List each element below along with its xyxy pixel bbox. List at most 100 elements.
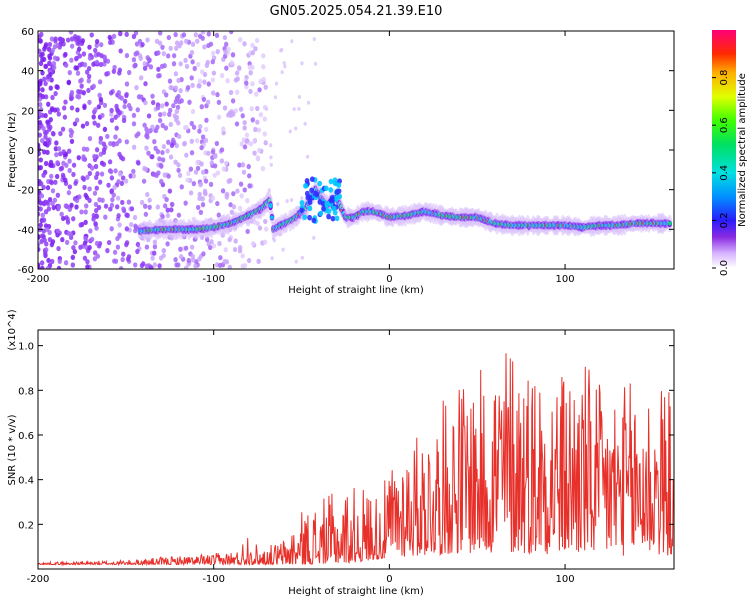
noise-speckle (53, 146, 59, 152)
noise-speckle (40, 70, 45, 76)
noise-speckle (116, 213, 121, 219)
noise-speckle (162, 111, 167, 117)
noise-speckle (144, 244, 150, 250)
noise-speckle (121, 117, 127, 124)
noise-speckle (223, 41, 229, 47)
noise-speckle (189, 49, 195, 56)
noise-speckle (69, 43, 75, 49)
noise-speckle (257, 87, 262, 93)
noise-speckle (156, 50, 161, 56)
noise-speckle (109, 117, 115, 123)
noise-speckle (98, 139, 103, 145)
noise-speckle (173, 159, 178, 165)
noise-speckle (195, 38, 200, 44)
noise-speckle (202, 44, 207, 50)
noise-speckle (231, 204, 237, 210)
noise-speckle (176, 120, 181, 126)
noise-speckle (237, 65, 242, 71)
noise-speckle (82, 184, 87, 191)
noise-speckle (176, 133, 182, 140)
y-tick-label: 60 (21, 27, 34, 38)
noise-speckle (203, 137, 209, 144)
noise-speckle (38, 165, 43, 171)
noise-speckle (238, 37, 243, 43)
x-tick-label: -100 (202, 274, 225, 285)
noise-speckle (164, 101, 169, 107)
noise-speckle (111, 142, 116, 148)
noise-speckle (98, 135, 104, 142)
x-tick-label: 0 (386, 574, 392, 585)
noise-speckle (144, 145, 149, 151)
noise-speckle (226, 178, 231, 184)
noise-speckle (109, 202, 115, 208)
noise-speckle (152, 262, 158, 268)
noise-speckle (61, 149, 66, 155)
noise-speckle (204, 117, 209, 123)
noise-speckle (167, 188, 173, 194)
noise-speckle (264, 107, 269, 112)
noise-speckle (161, 143, 167, 150)
noise-speckle (292, 107, 296, 112)
noise-speckle (263, 218, 268, 225)
noise-speckle (150, 154, 155, 160)
noise-speckle (50, 47, 55, 54)
noise-speckle (197, 195, 202, 202)
noise-speckle (94, 59, 100, 65)
noise-speckle (84, 121, 90, 127)
noise-speckle (208, 41, 214, 47)
noise-speckle (38, 211, 41, 217)
noise-speckle (114, 125, 119, 131)
noise-speckle (223, 160, 229, 166)
noise-speckle (132, 214, 138, 221)
noise-speckle (46, 101, 51, 107)
noise-speckle (94, 240, 100, 247)
noise-speckle (69, 89, 75, 96)
noise-speckle (40, 233, 45, 239)
noise-speckle (280, 70, 284, 75)
noise-speckle (124, 139, 130, 145)
noise-speckle (112, 249, 118, 255)
noise-speckle (158, 31, 163, 36)
y-tick-label: -40 (18, 225, 34, 236)
noise-speckle (250, 50, 256, 56)
colorbar-gradient (712, 30, 736, 268)
noise-speckle (38, 34, 42, 40)
noise-speckle (160, 157, 166, 163)
noise-speckle (40, 212, 45, 218)
noise-speckle (38, 206, 43, 212)
noise-speckle (193, 169, 199, 175)
y-tick-label: 40 (21, 67, 34, 78)
noise-speckle (115, 195, 121, 201)
noise-speckle (168, 154, 174, 160)
noise-speckle (119, 180, 125, 186)
noise-speckle (219, 147, 225, 153)
noise-speckle (118, 31, 123, 37)
noise-speckle (294, 259, 298, 264)
noise-speckle (221, 126, 226, 132)
noise-speckle (55, 228, 61, 234)
chart-title: GN05.2025.054.21.39.E10 (270, 4, 443, 19)
noise-speckle (133, 262, 138, 268)
noise-speckle (131, 57, 137, 63)
noise-speckle (138, 55, 143, 61)
noise-speckle (234, 121, 240, 127)
noise-speckle (98, 61, 104, 68)
noise-speckle (142, 122, 147, 128)
colorbar-tick-label: 0.2 (719, 212, 730, 228)
noise-speckle (106, 239, 112, 246)
noise-speckle (63, 203, 69, 209)
noise-speckle (87, 99, 92, 105)
noise-speckle (94, 174, 99, 181)
noise-speckle (189, 75, 194, 81)
noise-speckle (45, 119, 50, 125)
noise-speckle (76, 155, 81, 161)
noise-speckle (189, 150, 195, 156)
noise-speckle (207, 244, 213, 251)
noise-speckle (269, 162, 273, 167)
noise-speckle (38, 119, 43, 126)
noise-speckle (188, 166, 194, 172)
noise-speckle (185, 85, 191, 91)
noise-speckle (166, 173, 171, 179)
noise-speckle (312, 37, 316, 42)
